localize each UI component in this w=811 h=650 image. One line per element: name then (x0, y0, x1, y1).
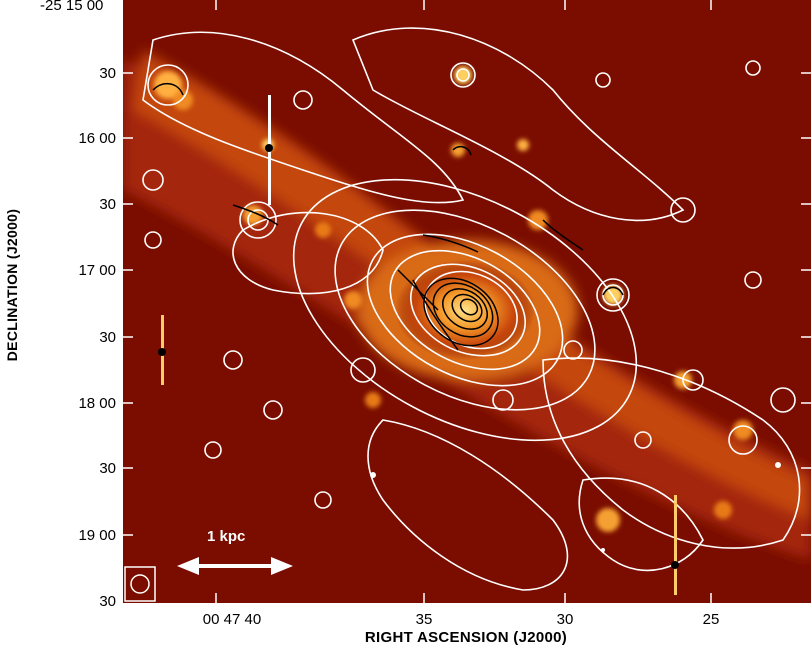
y-tick-label: -25 15 00 (40, 0, 104, 14)
beam-symbol (124, 566, 156, 602)
scale-bar (177, 557, 293, 575)
y-tick-label: 16 00 (78, 130, 116, 147)
y-tick-label: 30 (99, 593, 116, 610)
x-axis-label: RIGHT ASCENSION (J2000) (364, 629, 568, 646)
y-tick-label: 19 00 (78, 527, 116, 544)
galaxy-image-with-contours (123, 0, 811, 603)
axis-ticks (123, 0, 811, 603)
y-axis-label: DECLINATION (J2000) (4, 208, 20, 362)
scale-bar-label: 1 kpc (207, 528, 246, 545)
y-tick-label: 30 (99, 329, 116, 346)
y-tick-label: 18 00 (78, 395, 116, 412)
x-tick-label: 25 (702, 611, 720, 628)
white-contours (142, 27, 801, 591)
x-tick-label: 00 47 40 (202, 611, 262, 628)
y-tick-label: 30 (99, 460, 116, 477)
y-tick-label: 30 (99, 196, 116, 213)
y-tick-label: 17 00 (78, 262, 116, 279)
x-tick-label: 30 (556, 611, 574, 628)
x-tick-label: 35 (415, 611, 433, 628)
foreground-stars (158, 95, 781, 595)
y-tick-label: 30 (99, 65, 116, 82)
black-contours (152, 83, 624, 351)
